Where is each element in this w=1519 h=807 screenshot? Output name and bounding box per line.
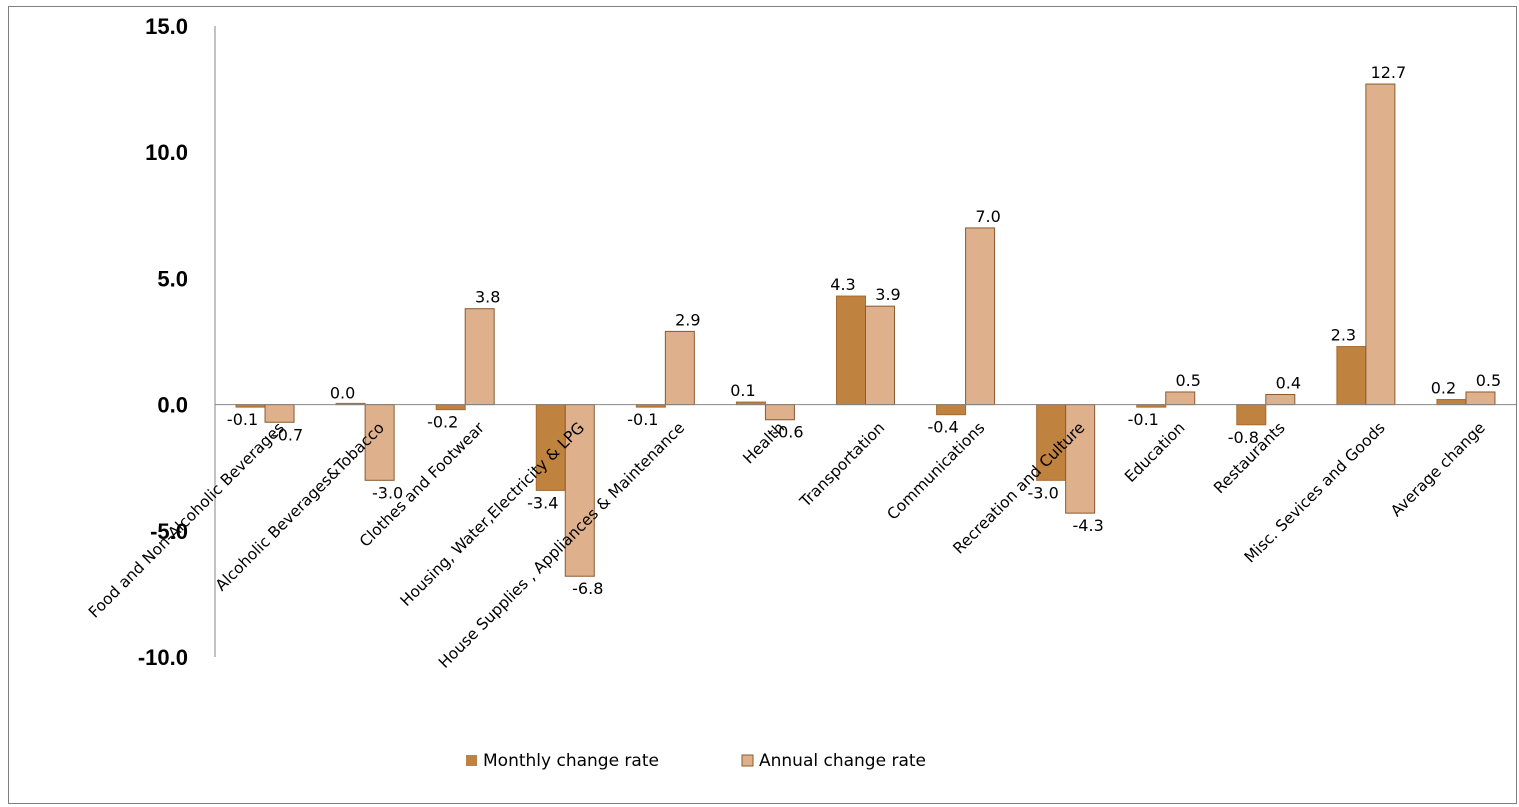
legend-swatch-monthly	[466, 755, 477, 766]
y-tick-label: 0.0	[157, 393, 188, 418]
bar-annual	[1265, 394, 1296, 406]
data-label: 0.0	[330, 384, 355, 403]
bar-annual	[1365, 83, 1396, 406]
bar-annual	[764, 404, 795, 421]
legend: Monthly change rate Annual change rate	[466, 751, 926, 771]
data-label: 0.5	[1476, 371, 1501, 390]
bar-monthly	[936, 404, 967, 416]
x-tick-label: Housing, Water,Electricity & LPG	[397, 419, 588, 610]
data-label: 0.1	[730, 381, 755, 400]
bar-monthly	[435, 404, 466, 411]
data-label: -0.1	[227, 410, 258, 429]
bar-annual	[1465, 391, 1496, 406]
legend-swatch-annual	[741, 754, 754, 767]
data-label: -3.0	[372, 483, 403, 502]
data-label: -0.4	[927, 418, 958, 437]
data-label: 2.3	[1331, 326, 1356, 345]
bar-monthly	[1436, 399, 1467, 406]
data-label: 0.5	[1176, 371, 1201, 390]
x-tick-label: Health	[740, 419, 789, 468]
x-tick-label: Transportation	[796, 419, 889, 512]
y-tick-label: 15.0	[145, 14, 188, 39]
bar-monthly	[535, 404, 566, 491]
legend-label-annual: Annual change rate	[759, 751, 926, 771]
labels-layer: -0.1 0.0 -0.2 -3.4 -0.1 0.1 4.3 -0.4 -3.0 -0.1 -0.…	[85, 63, 1501, 672]
data-label: -0.7	[272, 425, 303, 444]
bar-annual	[564, 404, 595, 577]
data-label: -3.0	[1028, 483, 1059, 502]
data-label: 0.4	[1276, 374, 1301, 393]
data-label: -6.8	[572, 579, 603, 598]
bar-annual	[1165, 391, 1196, 406]
data-label: 7.0	[975, 207, 1000, 226]
bar-monthly	[1236, 404, 1267, 426]
data-label: -0.6	[772, 423, 803, 442]
bar-monthly	[1336, 346, 1367, 406]
data-label: 3.8	[475, 288, 500, 307]
bar-annual	[865, 305, 895, 406]
bar-monthly	[1036, 404, 1067, 481]
y-tick-label: -10.0	[138, 645, 188, 670]
data-label: 0.2	[1431, 379, 1456, 398]
data-label: 2.9	[675, 310, 700, 329]
bar-monthly	[836, 295, 866, 406]
bars-layer	[235, 83, 1496, 577]
x-tick-label: Average change	[1387, 419, 1489, 521]
data-label: -0.1	[627, 410, 658, 429]
bar-annual	[464, 308, 495, 406]
bar-annual	[965, 227, 996, 406]
bar-annual	[1065, 404, 1096, 514]
y-tick-label: 5.0	[157, 266, 188, 291]
data-label: 3.9	[875, 285, 900, 304]
data-label: -0.1	[1128, 410, 1159, 429]
x-tick-label: Food and Non-Alcoholic Beverages	[85, 419, 288, 622]
y-tick-label: -5.0	[150, 519, 188, 544]
data-label: 4.3	[830, 275, 855, 294]
data-label: -3.4	[527, 493, 558, 512]
bar-annual	[264, 404, 295, 423]
bar-annual	[664, 330, 695, 406]
data-label: -0.8	[1228, 428, 1259, 447]
x-tick-label: Alcoholic Beverages&Tobacco	[212, 419, 388, 595]
y-tick-label: 10.0	[145, 140, 188, 165]
data-label: -4.3	[1073, 516, 1104, 535]
axes-layer: 15.0 10.0 5.0 0.0 -5.0 -10.0	[138, 14, 1516, 670]
legend-label-monthly: Monthly change rate	[483, 751, 659, 771]
data-label: 12.7	[1371, 63, 1407, 82]
data-label: -0.2	[427, 413, 458, 432]
